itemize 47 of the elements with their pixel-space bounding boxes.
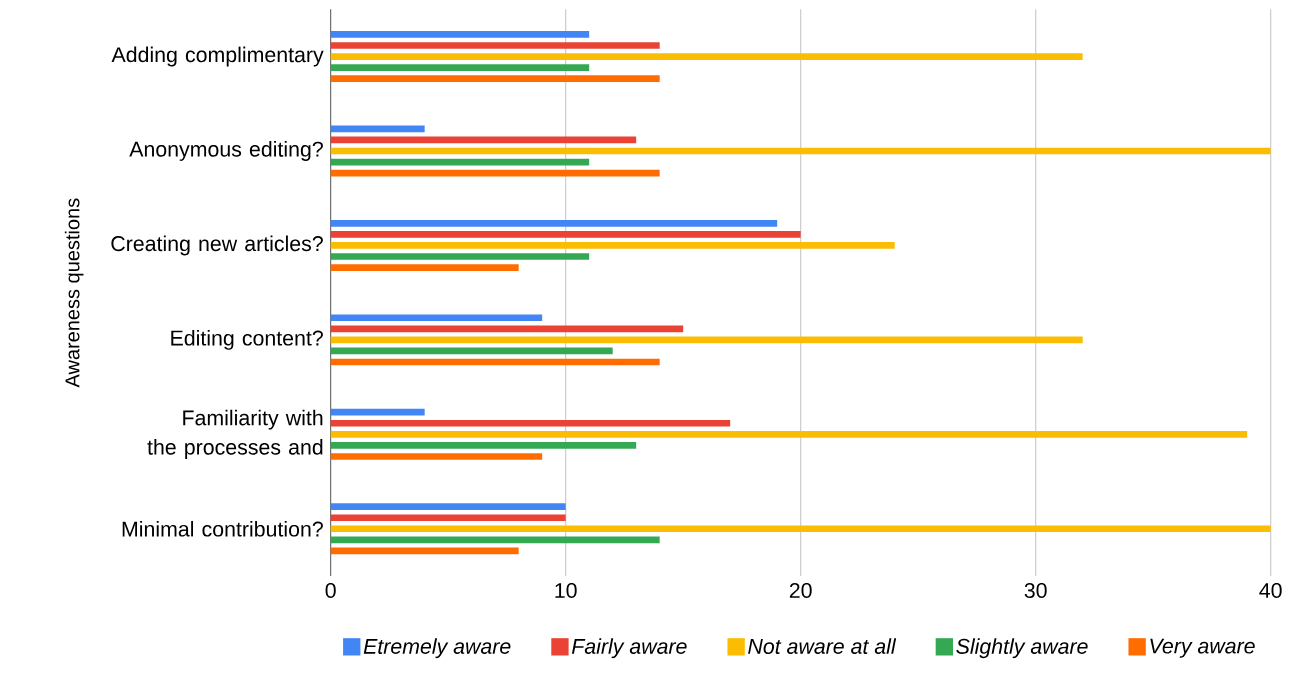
y-axis-title: Awareness questions — [64, 198, 84, 388]
bar — [330, 31, 590, 38]
bar — [330, 169, 660, 177]
bar — [330, 442, 637, 449]
x-tick-label: 10 — [555, 583, 577, 599]
bar — [330, 253, 590, 260]
bar — [330, 358, 660, 366]
legend-label: Slightly aware — [956, 638, 1088, 659]
x-tick-label: 20 — [789, 583, 812, 599]
x-tick-label: 40 — [1259, 583, 1282, 599]
bar — [330, 514, 566, 522]
y-tick-label: Minimal contribution? — [122, 521, 323, 537]
y-tick-label: Editing content? — [171, 330, 323, 350]
bar — [330, 158, 590, 166]
bar — [330, 136, 637, 144]
legend-label: Very aware — [1150, 638, 1255, 658]
bar — [330, 547, 519, 555]
legend-label: Not aware at all — [748, 638, 897, 655]
bar — [330, 242, 895, 249]
bar — [330, 347, 613, 355]
bar — [330, 264, 519, 272]
bar — [330, 503, 566, 511]
bar — [330, 431, 1248, 438]
bar — [330, 231, 801, 238]
bar — [330, 409, 425, 416]
legend-label: Etremely aware — [363, 638, 511, 659]
bar — [330, 314, 543, 322]
bar — [330, 75, 660, 83]
legend-label: Fairly aware — [571, 638, 687, 659]
x-tick-label: 0 — [325, 583, 336, 599]
y-tick-label: Creating new articles? — [111, 235, 323, 256]
bar — [330, 125, 425, 133]
bar — [330, 453, 543, 460]
bar — [330, 147, 1271, 155]
y-tick-label: Anonymous editing? — [129, 141, 323, 162]
bar — [330, 536, 660, 544]
bar — [330, 525, 1271, 533]
y-tick-label: Adding complimentary — [111, 46, 324, 67]
bar — [330, 325, 684, 333]
bar — [330, 336, 1083, 344]
y-tick-label: Familiarity with the processes and — [147, 409, 323, 460]
x-tick-label: 30 — [1024, 583, 1047, 599]
bar — [330, 53, 1083, 61]
bar — [330, 220, 778, 227]
bar — [330, 42, 660, 49]
bar — [330, 64, 590, 72]
bar — [330, 420, 731, 427]
